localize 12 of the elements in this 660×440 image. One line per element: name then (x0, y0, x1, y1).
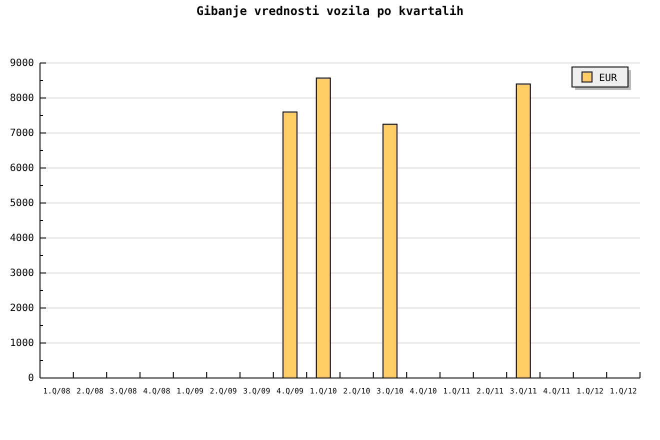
y-tick-label: 5000 (10, 198, 34, 210)
y-tick-label: 2000 (10, 303, 34, 314)
y-tick-label: 3000 (10, 268, 34, 280)
y-tick-label: 8000 (10, 93, 34, 104)
y-tick-label: 9000 (10, 58, 34, 70)
y-tick-label: 1000 (10, 338, 34, 350)
legend-label: EUR (599, 73, 618, 84)
y-tick-label: 0 (28, 373, 34, 384)
chart-title: Gibanje vrednosti vozila po kvartalih (196, 4, 464, 18)
y-tick-label: 6000 (10, 163, 34, 174)
y-tick-label: 4000 (10, 233, 34, 244)
y-tick-label: 7000 (10, 128, 34, 140)
